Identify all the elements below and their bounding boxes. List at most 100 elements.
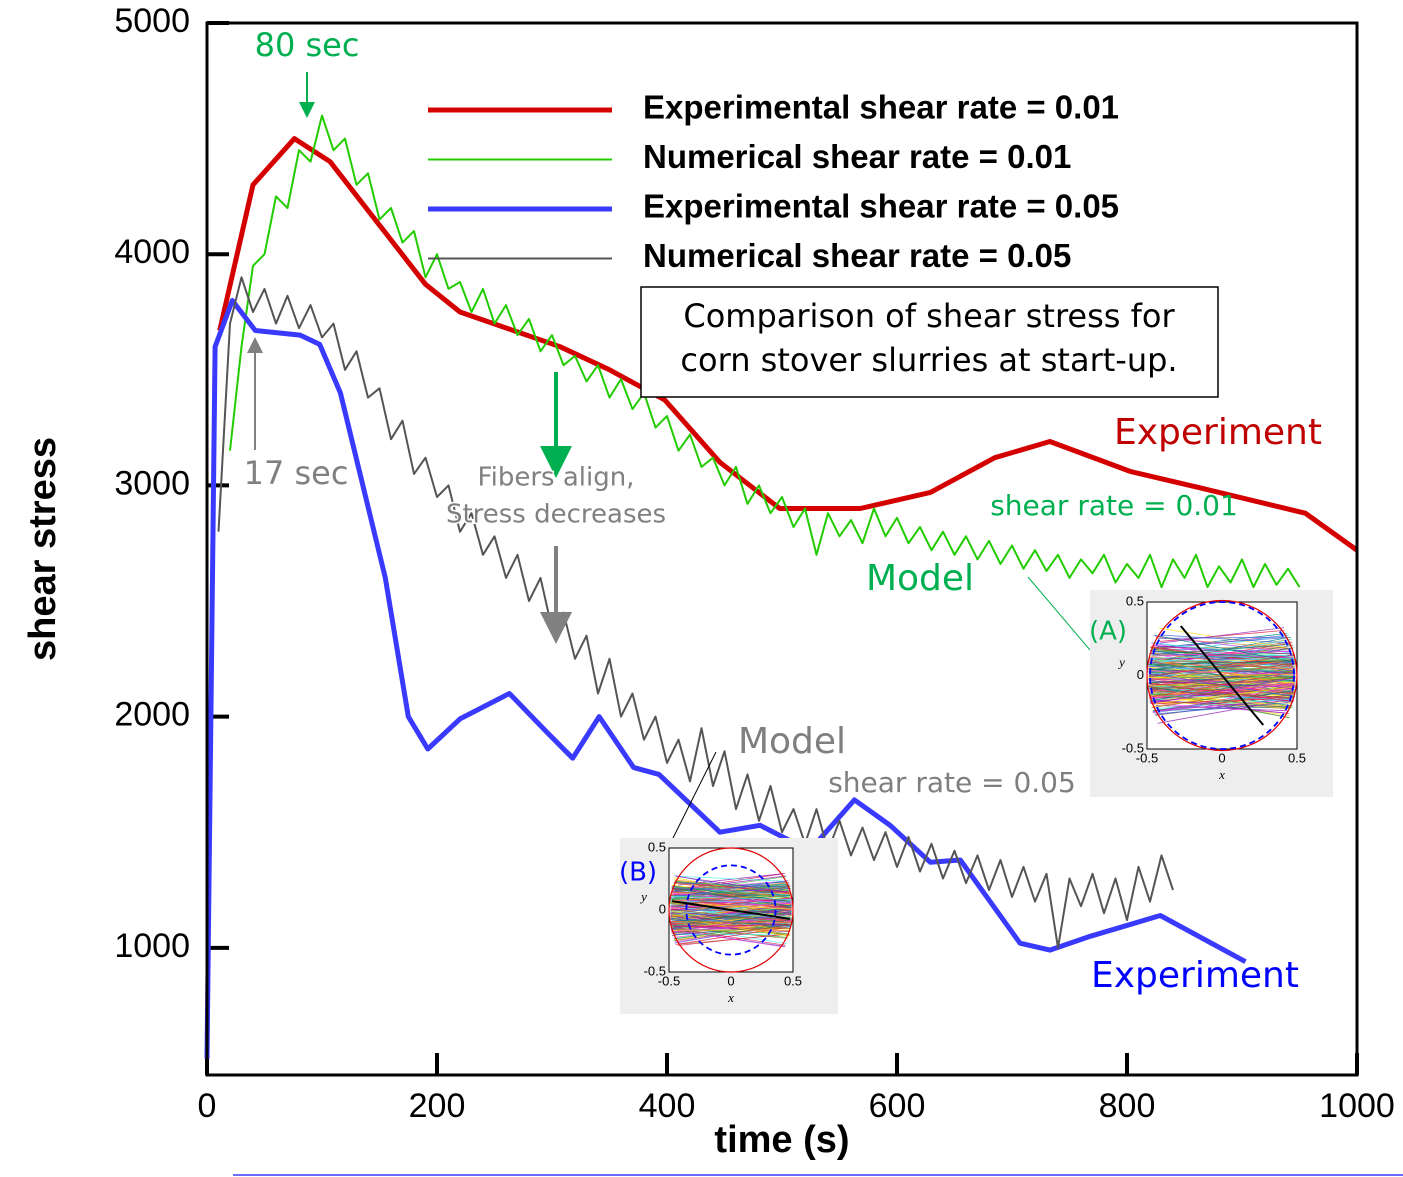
pointer xyxy=(671,751,717,841)
legend-label: Experimental shear rate = 0.01 xyxy=(643,89,1119,126)
annotation: Model xyxy=(866,558,974,599)
inset-label: (B) xyxy=(619,858,657,888)
series-line xyxy=(229,114,1301,589)
fiber xyxy=(1155,702,1289,715)
pointer xyxy=(1027,576,1091,651)
annotation: corn stover slurries at start-up. xyxy=(680,341,1177,379)
fiber xyxy=(670,897,792,911)
annotation: 80 sec xyxy=(255,26,360,64)
inset-x-label: x xyxy=(727,990,734,1005)
fiber xyxy=(676,928,786,946)
fiber xyxy=(675,881,787,890)
fiber xyxy=(1151,686,1293,705)
y-axis-label: shear stress xyxy=(22,437,64,661)
x-tick-label: 200 xyxy=(409,1087,466,1125)
fiber xyxy=(673,880,789,898)
x-tick-label: 1000 xyxy=(1319,1087,1395,1125)
annotation: shear rate = 0.05 xyxy=(828,766,1076,799)
fiber xyxy=(1149,660,1295,666)
annotation: Experiment xyxy=(1091,955,1299,996)
annotation: Comparison of shear stress for xyxy=(683,297,1175,335)
series-line xyxy=(204,298,1247,1059)
inset-y-tick: 0.5 xyxy=(648,839,666,854)
fiber xyxy=(677,873,785,890)
x-tick-label: 600 xyxy=(869,1087,926,1125)
fiber xyxy=(1155,635,1289,653)
fiber xyxy=(1152,687,1292,713)
fiber xyxy=(1148,677,1296,691)
fiber xyxy=(670,915,792,920)
annotation: Stress decreases xyxy=(446,500,666,530)
inset-ellipse xyxy=(1149,601,1295,750)
fiber xyxy=(1150,654,1294,659)
fiber xyxy=(1150,690,1294,699)
y-tick-label: 2000 xyxy=(114,696,190,734)
fiber xyxy=(1151,650,1293,657)
plot-area: 1000 2000 3000 4000 5000 0 200 400 600 800 1000 xyxy=(114,2,1394,1125)
fiber xyxy=(1149,677,1295,705)
plot-frame xyxy=(205,21,1359,1077)
fiber xyxy=(1158,636,1286,639)
annotation: Fibers align, xyxy=(478,463,635,493)
inset-y-label: y xyxy=(639,889,647,904)
overlay: Experimental shear rate = 0.01 Numerical … xyxy=(244,26,1333,1014)
inset-y-label: y xyxy=(1117,654,1125,669)
fiber xyxy=(1149,654,1295,678)
fiber xyxy=(674,924,788,941)
inset-y-tick: 0 xyxy=(1137,667,1144,682)
fiber xyxy=(675,875,787,893)
note-box xyxy=(640,286,1219,398)
fiber xyxy=(670,908,792,914)
annotation: shear rate = 0.01 xyxy=(990,489,1238,522)
fiber xyxy=(672,924,790,928)
inset-x-tick: 0 xyxy=(727,973,734,988)
fiber xyxy=(670,906,792,927)
inset-x-tick: 0.5 xyxy=(1288,750,1306,765)
inset-y-tick: 0.5 xyxy=(1126,593,1144,608)
fiber xyxy=(1149,649,1295,672)
fiber xyxy=(671,894,791,905)
fiber xyxy=(1148,661,1296,676)
fiber xyxy=(1150,682,1294,702)
inset-x-tick: -0.5 xyxy=(658,973,680,988)
annotation: Model xyxy=(738,721,846,762)
inset-circle xyxy=(1146,599,1298,752)
fiber xyxy=(1148,676,1296,688)
inset-x-tick: -0.5 xyxy=(1136,750,1158,765)
fiber xyxy=(1150,658,1294,662)
legend-label: Numerical shear rate = 0.05 xyxy=(643,237,1071,274)
legend-label: Experimental shear rate = 0.05 xyxy=(643,188,1119,225)
fiber xyxy=(1148,671,1296,698)
fiber xyxy=(1153,634,1291,662)
inset-x-tick: 0.5 xyxy=(784,973,802,988)
inset-axis-line xyxy=(671,900,791,920)
inset-x-tick: 0 xyxy=(1218,750,1225,765)
inset-y-tick: 0 xyxy=(659,901,666,916)
fiber xyxy=(1148,669,1296,687)
fiber xyxy=(670,913,792,924)
annotation: 17 sec xyxy=(244,454,349,492)
inset-y-tick: -0.5 xyxy=(644,963,666,978)
inset-circle xyxy=(668,847,794,973)
fiber xyxy=(1149,675,1295,697)
series-line xyxy=(217,276,1174,949)
y-tick-label: 5000 xyxy=(114,2,190,40)
fiber xyxy=(1149,673,1295,698)
x-axis-label: time (s) xyxy=(714,1119,849,1161)
fiber xyxy=(671,892,791,905)
fiber xyxy=(1152,693,1292,709)
fiber xyxy=(1157,634,1287,644)
fiber xyxy=(671,909,791,932)
x-tick-label: 0 xyxy=(198,1087,217,1125)
x-tick-label: 800 xyxy=(1099,1087,1156,1125)
inset-y-tick: -0.5 xyxy=(1122,740,1144,755)
fiber xyxy=(1148,659,1296,686)
y-tick-label: 1000 xyxy=(114,927,190,965)
fiber xyxy=(676,875,786,891)
series-line xyxy=(217,136,1359,553)
legend-label: Numerical shear rate = 0.01 xyxy=(643,138,1071,175)
inset-x-label: x xyxy=(1218,767,1225,782)
y-tick-label: 4000 xyxy=(114,233,190,271)
